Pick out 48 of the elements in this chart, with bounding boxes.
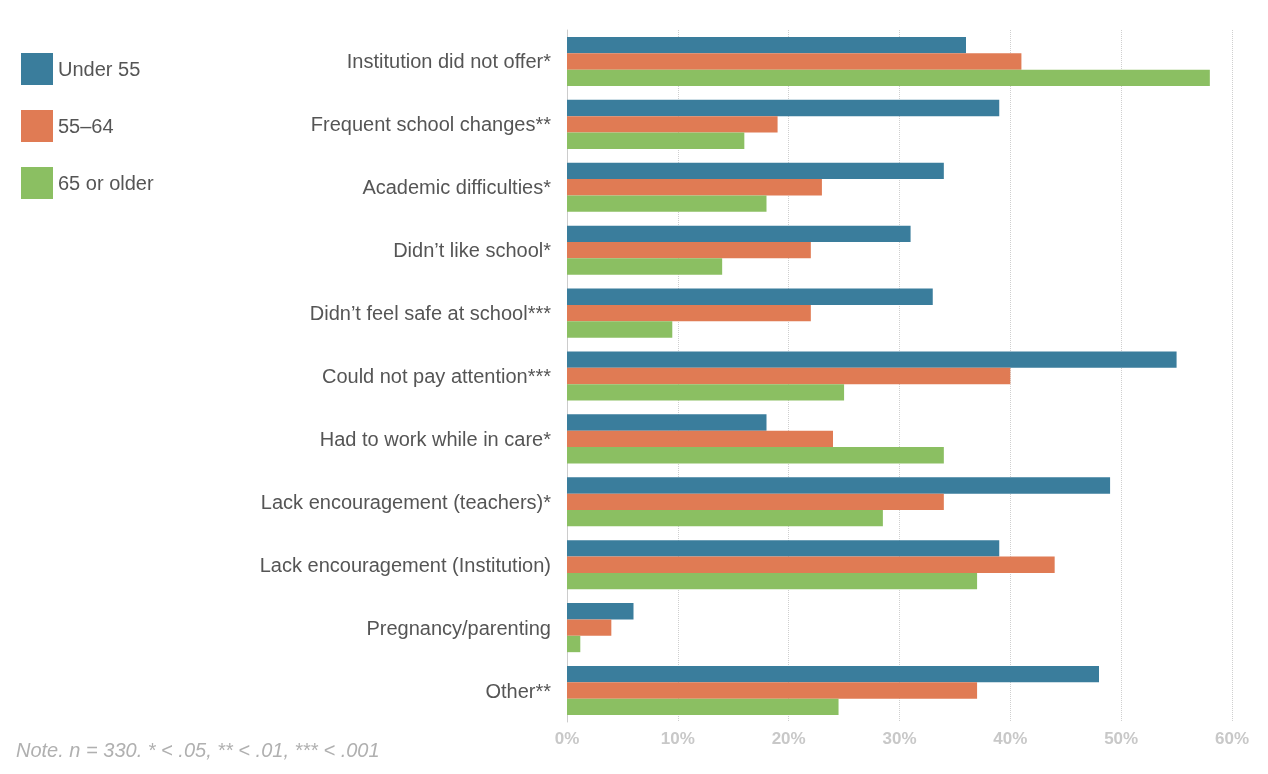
y-tick-label: Had to work while in care* (319, 427, 552, 450)
legend-label: 55–64 (58, 115, 114, 137)
bar (567, 430, 833, 448)
bar (567, 225, 911, 242)
y-tick-label: Didn’t feel safe at school*** (309, 302, 552, 325)
bar (567, 384, 845, 401)
bar (567, 116, 778, 133)
bar (567, 635, 581, 653)
bar (567, 603, 634, 620)
text: Note. n = 330. * < .05, ** < .01, *** < .001 (16, 739, 380, 761)
legend-label: 65 or older (58, 172, 154, 194)
y-tick-label: Lack encouragement (teachers)* (260, 490, 552, 513)
bar (567, 493, 944, 510)
bar (567, 304, 811, 322)
bar (567, 242, 811, 259)
bar (567, 179, 822, 196)
bar (567, 69, 1210, 86)
bar (567, 351, 1177, 368)
bar (567, 477, 1111, 494)
y-tick-label: Pregnancy/parenting (366, 616, 551, 639)
bar (567, 414, 767, 431)
y-tick-label: Didn’t like school* (393, 239, 552, 262)
bar (567, 288, 933, 305)
bar (567, 556, 1055, 573)
bar (567, 682, 978, 699)
bar (567, 36, 966, 54)
bar (567, 698, 839, 716)
bar (567, 162, 944, 180)
y-tick-label: Could not pay attention*** (321, 365, 552, 387)
bar (567, 447, 944, 464)
y-tick-label: Frequent school changes** (310, 113, 552, 136)
y-tick-label: Other** (485, 679, 552, 702)
bar (567, 132, 745, 149)
y-tick-label: Academic difficulties* (362, 176, 552, 199)
bar (567, 321, 673, 338)
bar (567, 666, 1099, 683)
bar (567, 572, 978, 590)
legend-label: Under 55 (58, 58, 141, 80)
bar (567, 540, 1000, 557)
bar (567, 619, 612, 636)
y-tick-label: Lack encouragement (Institution) (259, 553, 551, 576)
y-tick-label: Institution did not offer* (346, 50, 552, 73)
bar (567, 258, 723, 275)
bar (567, 195, 767, 212)
bar (567, 53, 1022, 70)
bar (567, 510, 883, 527)
bar (567, 99, 1000, 117)
bar (567, 367, 1011, 385)
